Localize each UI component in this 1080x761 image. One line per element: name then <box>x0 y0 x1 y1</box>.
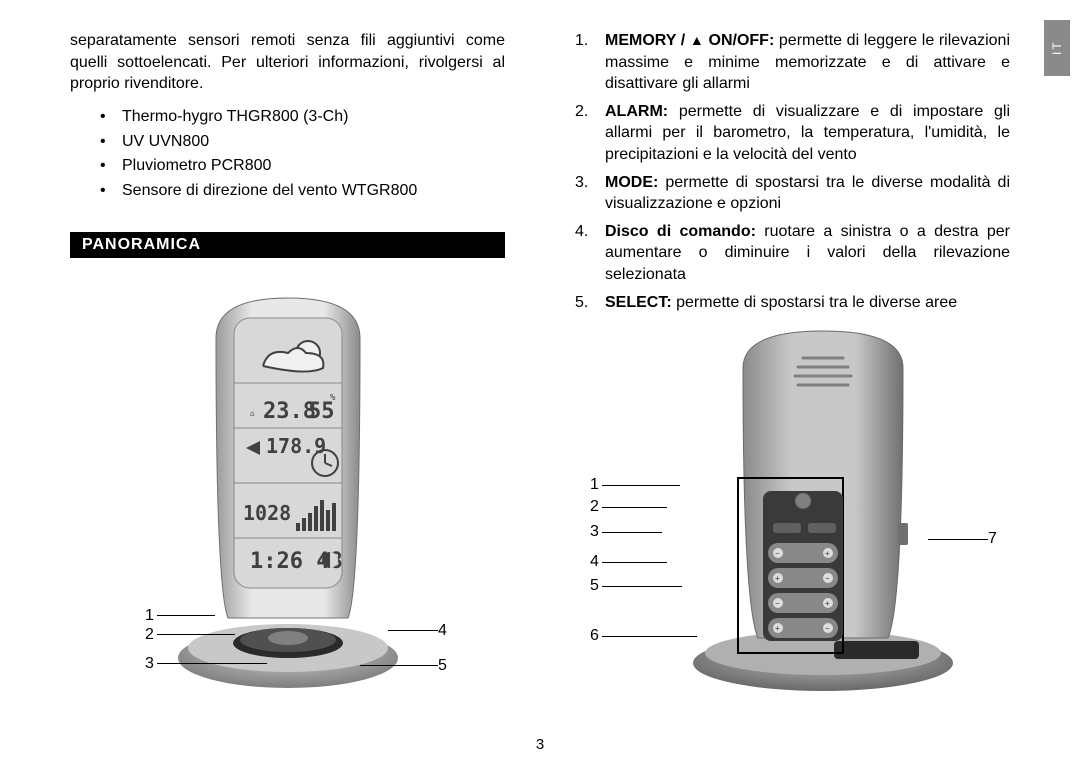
list-item: Sensore di direzione del vento WTGR800 <box>100 179 505 204</box>
list-item: 4.Disco di comando: ruotare a sinistra o… <box>575 221 1010 286</box>
callout-left: 3 <box>145 655 267 673</box>
alarm-icon: ▲ <box>690 32 704 48</box>
list-item: UV UVN800 <box>100 130 505 155</box>
callout-left: 2 <box>590 498 667 516</box>
callout-left: 4 <box>590 553 667 571</box>
svg-text:−: − <box>825 574 830 583</box>
svg-text:−: − <box>825 624 830 633</box>
callout-right: 7 <box>928 530 1000 548</box>
svg-text:%: % <box>330 393 336 403</box>
language-tab: IT <box>1044 20 1070 76</box>
front-figure: 1 2 3 4 5 <box>70 288 505 696</box>
svg-text:+: + <box>775 574 780 583</box>
svg-text:+: + <box>775 624 780 633</box>
list-item: 2.ALARM: permette di visualizzare e di i… <box>575 101 1010 166</box>
svg-text:⌂: ⌂ <box>250 409 255 418</box>
sensor-list: Thermo-hygro THGR800 (3-Ch) UV UVN800 Pl… <box>100 105 505 204</box>
section-title: PANORAMICA <box>70 232 505 258</box>
callout-left: 5 <box>590 577 682 595</box>
callout-left: 6 <box>590 627 697 645</box>
callout-left: 2 <box>145 626 235 644</box>
intro-text: separatamente sensori remoti senza fili … <box>70 30 505 95</box>
left-column: separatamente sensori remoti senza fili … <box>0 0 540 761</box>
list-item: Thermo-hygro THGR800 (3-Ch) <box>100 105 505 130</box>
callout-left: 1 <box>145 607 215 625</box>
svg-text:1028: 1028 <box>243 501 291 525</box>
svg-text:+: + <box>825 549 830 558</box>
callout-left: 1 <box>590 476 680 494</box>
page: separatamente sensori remoti senza fili … <box>0 0 1080 761</box>
svg-text:+: + <box>825 599 830 608</box>
controls-list: 1.MEMORY / ▲ ON/OFF: permette di leggere… <box>575 30 1010 313</box>
back-figure: 1 2 3 4 5 6 7 <box>575 323 1010 703</box>
svg-text:178.9: 178.9 <box>266 434 326 458</box>
callout-right: 4 <box>388 622 450 640</box>
svg-text:−: − <box>775 549 780 558</box>
list-item: 3.MODE: permette di spostarsi tra le div… <box>575 172 1010 215</box>
page-number: 3 <box>536 736 544 753</box>
callout-left: 3 <box>590 523 662 541</box>
svg-text:−: − <box>775 599 780 608</box>
list-item: 1.MEMORY / ▲ ON/OFF: permette di leggere… <box>575 30 1010 95</box>
right-column: 1.MEMORY / ▲ ON/OFF: permette di leggere… <box>540 0 1080 761</box>
list-item: 5.SELECT: permette di spostarsi tra le d… <box>575 292 1010 314</box>
list-item: Pluviometro PCR800 <box>100 154 505 179</box>
callout-right: 5 <box>360 657 450 675</box>
